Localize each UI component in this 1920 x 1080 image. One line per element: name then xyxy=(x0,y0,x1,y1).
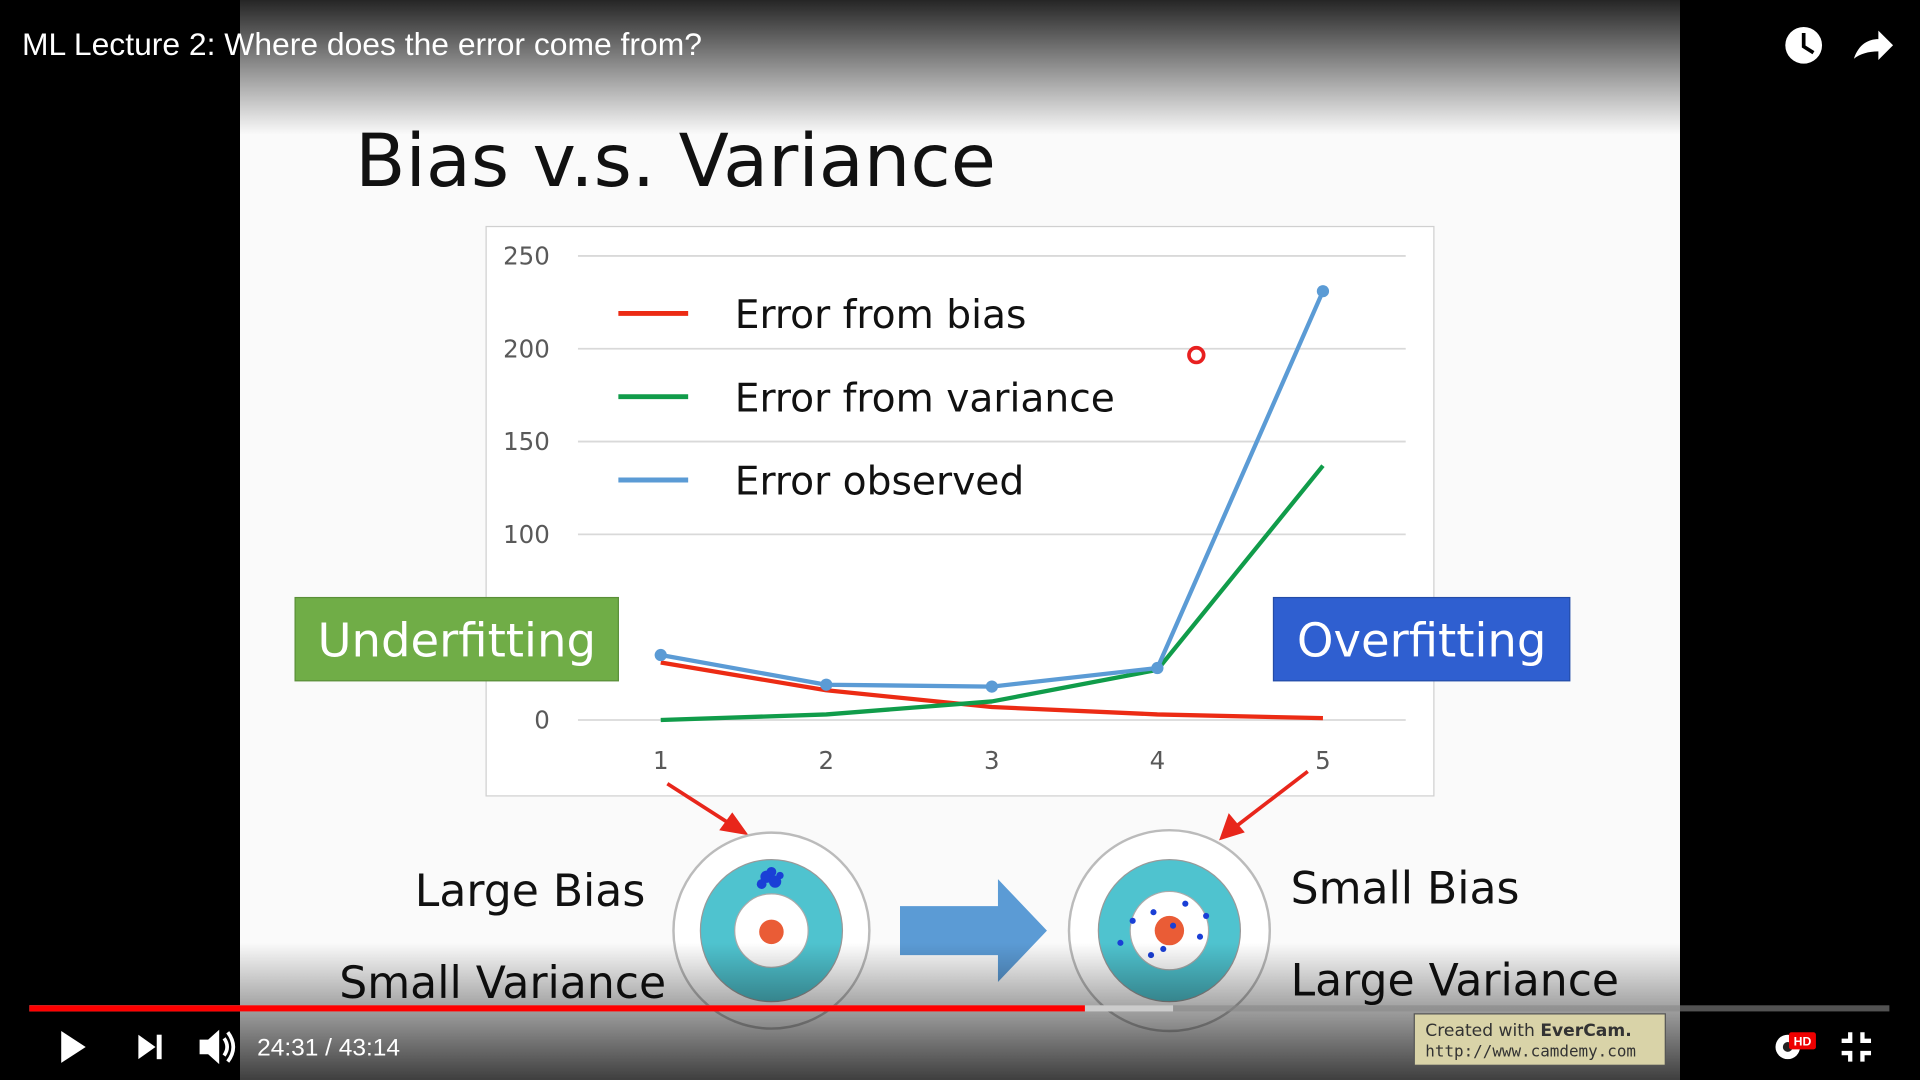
volume-button[interactable] xyxy=(199,1029,236,1065)
chart-frame xyxy=(485,225,1435,797)
overfitting-tag xyxy=(1272,596,1571,682)
data-point xyxy=(985,680,998,693)
caption: Large Bias xyxy=(415,866,646,917)
series-line xyxy=(660,660,1323,721)
underfitting-text: Underfitting xyxy=(317,613,596,667)
x-tick-label: 2 xyxy=(818,746,834,775)
series-line xyxy=(660,464,1325,723)
data-point xyxy=(1151,661,1164,675)
data-point xyxy=(820,678,833,691)
video-title[interactable]: ML Lecture 2: Where does the error come … xyxy=(22,26,702,62)
x-tick-label: 1 xyxy=(653,746,669,775)
underfitting-tag xyxy=(294,596,619,682)
watermark-line: Created with EverCam. xyxy=(1425,1021,1631,1041)
settings-button[interactable]: HD xyxy=(1775,1032,1816,1060)
data-point xyxy=(654,648,667,662)
exit-fullscreen[interactable] xyxy=(1841,1032,1872,1062)
next-button[interactable] xyxy=(138,1034,162,1060)
red-arrows xyxy=(666,769,1309,841)
hd-badge: HD xyxy=(1794,1035,1812,1049)
pointer xyxy=(1187,345,1206,365)
time-display: 24:31 / 43:14 xyxy=(257,1035,400,1062)
chart: 0 100 150 200 250 1 2 3 4 5 Error from bias Error f… xyxy=(503,241,1406,775)
data-point xyxy=(1316,285,1330,298)
watch-later[interactable] xyxy=(1785,26,1823,64)
watermark-brand: EverCam. xyxy=(1540,1021,1631,1041)
legend-label: Error from variance xyxy=(735,376,1115,421)
caption: Small Bias xyxy=(1291,864,1520,915)
x-tick-label: 3 xyxy=(984,746,1000,775)
y-tick-label: 100 xyxy=(503,520,550,549)
legend-label: Error from bias xyxy=(735,293,1027,338)
x-tick-label: 4 xyxy=(1150,746,1166,775)
y-tick-label: 0 xyxy=(534,706,550,735)
play-button[interactable] xyxy=(61,1031,86,1063)
share[interactable] xyxy=(1853,30,1894,60)
x-tick-label: 5 xyxy=(1315,746,1331,775)
watermark-url: http://www.camdemy.com xyxy=(1425,1042,1636,1061)
legend-label: Error observed xyxy=(735,460,1025,505)
top-shade xyxy=(0,0,1920,135)
y-tick-label: 250 xyxy=(503,241,550,270)
overfitting-text: Overfitting xyxy=(1297,613,1547,667)
y-tick-label: 200 xyxy=(503,334,550,363)
progress-played xyxy=(29,1005,1085,1012)
y-tick-label: 150 xyxy=(503,427,550,456)
watermark xyxy=(1413,1013,1666,1066)
watermark-text: Created with xyxy=(1425,1021,1535,1041)
